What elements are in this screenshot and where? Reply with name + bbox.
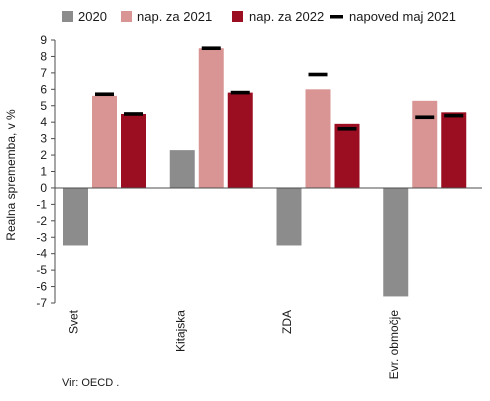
- bars: [63, 48, 467, 297]
- legend-label-2022: nap. za 2022: [249, 9, 324, 24]
- y-tick-label: 3: [40, 132, 47, 146]
- category-label-1: Kitajska: [173, 310, 187, 352]
- bar-nap-za-2021-1: [198, 48, 224, 188]
- legend-label-2020: 2020: [78, 9, 107, 24]
- y-tick-label: 5: [40, 99, 47, 113]
- forecast-marker-2-1: [230, 90, 250, 95]
- legend-label-marker: napoved maj 2021: [349, 9, 456, 24]
- legend-swatch-marker: [330, 15, 343, 19]
- category-labels: Svet Kitajska ZDA Evr. območje: [67, 309, 401, 379]
- bar-nap-za-2022-0: [121, 113, 146, 188]
- category-label-0: Svet: [67, 309, 81, 334]
- forecast-marker-2-2: [337, 126, 357, 131]
- y-ticks: 9 8 7 6 5 4 3 2 1 0 -1 -2 -3 -4 -5 -6 -7: [36, 33, 55, 310]
- forecast-marker-1-0: [95, 92, 114, 97]
- bar-2020-2: [276, 187, 302, 246]
- bar-nap-za-2021-3: [412, 100, 438, 188]
- legend: 2020 nap. za 2021 nap. za 2022 napoved m…: [62, 9, 456, 24]
- bar-2020-1: [169, 150, 195, 188]
- y-tick-label: -6: [36, 280, 47, 294]
- category-label-3: Evr. območje: [387, 310, 401, 380]
- legend-swatch-2022: [232, 11, 243, 22]
- y-tick-label: 7: [40, 66, 47, 80]
- y-tick-label: -3: [36, 230, 47, 244]
- category-label-2: ZDA: [280, 310, 294, 334]
- forecast-marker-2-3: [444, 113, 464, 118]
- y-tick-label: -1: [36, 197, 47, 211]
- forecast-marker-1-1: [201, 46, 221, 51]
- bar-nap-za-2022-3: [441, 112, 467, 188]
- y-tick-label: -4: [36, 247, 47, 261]
- bar-nap-za-2021-0: [92, 95, 117, 188]
- bar-nap-za-2021-2: [305, 89, 331, 188]
- legend-swatch-2020: [62, 11, 73, 22]
- y-tick-label: 8: [40, 49, 47, 63]
- legend-swatch-2021: [121, 11, 132, 22]
- forecast-marker-1-3: [415, 115, 435, 120]
- y-tick-label: 6: [40, 82, 47, 96]
- legend-label-2021: nap. za 2021: [137, 9, 212, 24]
- forecast-marker-1-2: [308, 72, 328, 77]
- forecast-marker-2-0: [124, 112, 143, 116]
- bar-nap-za-2022-2: [334, 123, 360, 188]
- y-tick-label: -5: [36, 263, 47, 277]
- y-tick-label: 9: [40, 33, 47, 47]
- forecast-markers: [95, 46, 464, 131]
- bar-2020-0: [63, 187, 88, 246]
- y-tick-label: 4: [40, 115, 47, 129]
- y-tick-label: 1: [40, 165, 47, 179]
- y-axis-title: Realna sprememba, v %: [4, 109, 18, 241]
- y-tick-label: 2: [40, 148, 47, 162]
- y-tick-label: -7: [36, 296, 47, 310]
- y-tick-label: 0: [40, 181, 47, 195]
- bar-nap-za-2022-1: [227, 92, 253, 188]
- source-note: Vir: OECD .: [62, 377, 119, 389]
- bar-2020-3: [383, 187, 409, 297]
- y-tick-label: -2: [36, 214, 47, 228]
